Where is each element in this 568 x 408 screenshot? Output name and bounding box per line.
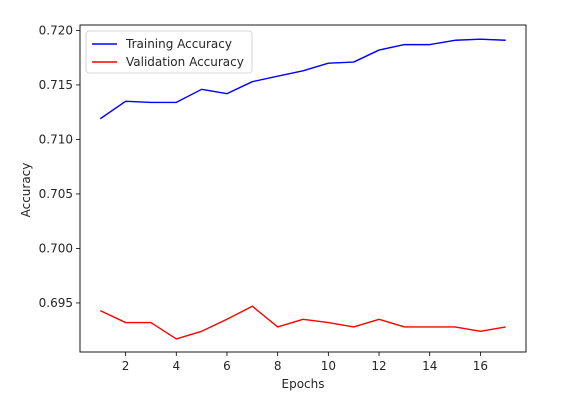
x-tick-label: 8 (274, 359, 282, 373)
y-tick-label: 0.720 (39, 23, 73, 37)
x-axis-ticks: 2 4 6 8 10 12 14 16 (122, 352, 488, 373)
legend-box (85, 30, 253, 74)
y-axis-ticks: 0.695 0.700 0.705 0.710 0.715 0.720 (39, 23, 80, 310)
legend-label: Training Accuracy (125, 37, 232, 51)
y-tick-label: 0.705 (39, 187, 73, 201)
x-tick-label: 14 (422, 359, 437, 373)
legend-label: Validation Accuracy (126, 55, 244, 69)
legend: Training Accuracy Validation Accuracy (85, 30, 253, 74)
x-tick-label: 4 (172, 359, 180, 373)
series-line-training-accuracy (99, 38, 506, 120)
plot-frame (79, 24, 527, 353)
x-tick-label: 16 (473, 359, 488, 373)
x-tick-label: 6 (223, 359, 231, 373)
x-tick-label: 10 (321, 359, 336, 373)
y-tick-label: 0.700 (39, 241, 73, 255)
y-tick-label: 0.710 (39, 132, 73, 146)
series-line-validation-accuracy (99, 305, 506, 340)
y-tick-label: 0.695 (39, 296, 73, 310)
x-tick-label: 12 (371, 359, 386, 373)
x-tick-label: 2 (122, 359, 130, 373)
x-axis-label: Epochs (282, 377, 325, 391)
y-axis-label: Accuracy (19, 163, 33, 218)
series-lines (99, 38, 506, 340)
y-tick-label: 0.715 (39, 78, 73, 92)
